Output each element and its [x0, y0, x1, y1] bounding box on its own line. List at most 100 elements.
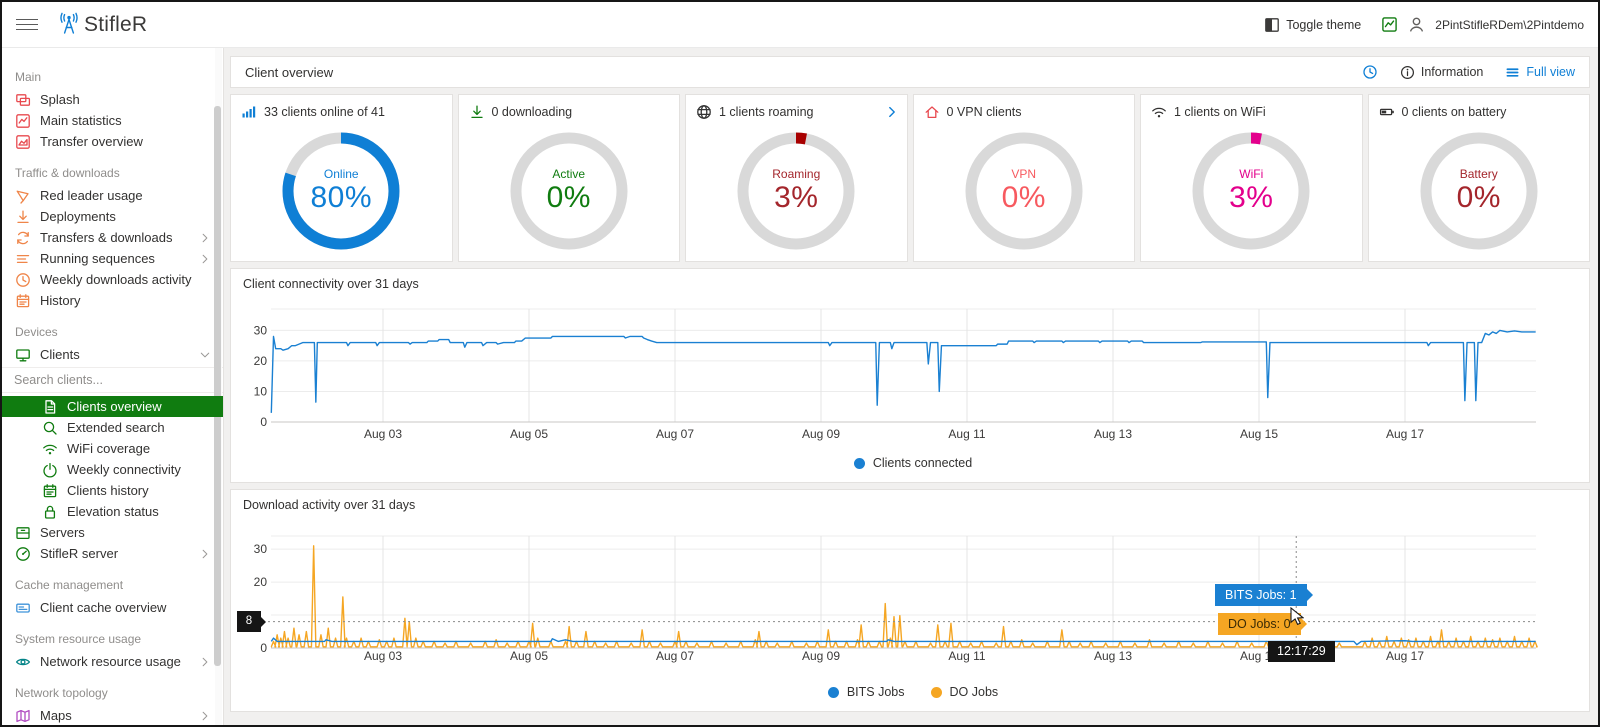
svg-text:Aug 13: Aug 13 — [1094, 427, 1132, 441]
connectivity-chart[interactable]: Aug 03 Aug 05 Aug 07 Aug 09 Aug 11 Aug 13 Aug … — [241, 297, 1585, 454]
sidebar-item-maps[interactable]: Maps — [2, 705, 223, 725]
donut-label: Active — [552, 167, 586, 181]
sidebar-item-extended-search[interactable]: Extended search — [2, 417, 223, 438]
stat-card-header: 33 clients online of 41 — [241, 104, 442, 120]
mouse-cursor — [1290, 606, 1305, 631]
sidebar-scrollbar[interactable] — [214, 48, 222, 725]
stat-card-roaming: 1 clients roaming Roaming 3% — [685, 94, 908, 262]
svg-text:Aug 17: Aug 17 — [1386, 427, 1424, 441]
svg-text:Aug 07: Aug 07 — [656, 649, 694, 663]
app-logo[interactable]: StifleR — [56, 12, 147, 38]
crosshair-time-badge: 12:17:29 — [1268, 641, 1335, 662]
donut-chart: VPN 0% — [958, 125, 1090, 257]
toggle-theme-label: Toggle theme — [1286, 17, 1362, 32]
wifi-icon — [42, 441, 58, 457]
stat-card-title: 0 VPN clients — [946, 105, 1022, 119]
sidebar-item-wifi-coverage[interactable]: WiFi coverage — [2, 438, 223, 459]
legend-item[interactable]: Clients connected — [853, 456, 973, 470]
kite-icon — [15, 188, 31, 204]
sidebar-item-weekly-downloads-activity[interactable]: Weekly downloads activity — [2, 269, 223, 290]
chevron-right-icon[interactable] — [885, 105, 899, 119]
svg-text:Aug 09: Aug 09 — [802, 649, 840, 663]
sidebar-item-client-cache-overview[interactable]: Client cache overview — [2, 597, 223, 618]
sidebar-item-history[interactable]: History — [2, 290, 223, 311]
calendar-icon — [15, 293, 31, 309]
sidebar-item-red-leader-usage[interactable]: Red leader usage — [2, 185, 223, 206]
full-view-button[interactable]: Full view — [1505, 65, 1575, 80]
sidebar-item-transfers-downloads[interactable]: Transfers & downloads — [2, 227, 223, 248]
search-clients-input[interactable] — [2, 373, 223, 387]
history-icon-button[interactable] — [1362, 64, 1378, 80]
stat-card-header: 0 clients on battery — [1379, 104, 1580, 120]
sidebar-item-main-statistics[interactable]: Main statistics — [2, 110, 223, 131]
theme-toggle-icon — [1264, 17, 1280, 33]
svg-text:30: 30 — [254, 323, 268, 337]
section-header-traffic-downloads: Traffic & downloads — [15, 166, 120, 180]
svg-text:Aug 09: Aug 09 — [802, 427, 840, 441]
svg-text:Aug 11: Aug 11 — [948, 427, 985, 441]
clock-icon — [15, 272, 31, 288]
sidebar-item-label: Elevation status — [67, 504, 159, 519]
sidebar-item-label: WiFi coverage — [67, 441, 151, 456]
donut-chart: Online 80% — [275, 125, 407, 257]
stat-cards-row: 33 clients online of 41 Online 80% 0 downlo… — [230, 94, 1590, 262]
section-header-network-topology: Network topology — [15, 686, 108, 700]
donut-percent-value: 0% — [1001, 181, 1046, 214]
sidebar-item-servers[interactable]: Servers — [2, 522, 223, 543]
toggle-theme-button[interactable]: Toggle theme — [1264, 17, 1361, 33]
sync-icon — [15, 230, 31, 246]
svg-text:Aug 03: Aug 03 — [364, 649, 402, 663]
sidebar-item-transfer-overview[interactable]: Transfer overview — [2, 131, 223, 152]
sidebar-item-clients[interactable]: Clients — [2, 344, 223, 365]
legend-label: DO Jobs — [949, 685, 999, 699]
donut-label: Online — [323, 167, 359, 181]
stat-card-active: 0 downloading Active 0% — [457, 94, 680, 262]
legend-item[interactable]: BITS Jobs — [827, 685, 905, 699]
connectivity-chart-legend: Clients connected — [241, 456, 1585, 470]
svg-text:Aug 03: Aug 03 — [364, 427, 402, 441]
stat-card-header: 1 clients roaming — [696, 104, 897, 120]
hamburger-menu-icon[interactable] — [16, 18, 38, 31]
calendar-icon — [42, 483, 58, 499]
donut-percent-value: 3% — [1229, 181, 1274, 214]
sidebar-item-splash[interactable]: Splash — [2, 89, 223, 110]
sidebar-item-deployments[interactable]: Deployments — [2, 206, 223, 227]
lock-icon — [42, 504, 58, 520]
chevron-right-icon — [199, 710, 211, 722]
sidebar-item-label: Client cache overview — [40, 600, 167, 615]
stat-card-title: 0 downloading — [491, 105, 573, 119]
donut-chart: Roaming 3% — [730, 125, 862, 257]
stat-card-header: 1 clients on WiFi — [1151, 104, 1352, 120]
sidebar-item-clients-history[interactable]: Clients history — [2, 480, 223, 501]
sidebar-item-label: Transfer overview — [40, 134, 143, 149]
power-icon — [42, 462, 58, 478]
transfer-icon — [15, 134, 31, 150]
svg-text:Aug 07: Aug 07 — [656, 427, 694, 441]
sidebar-item-label: Servers — [40, 525, 85, 540]
seq-icon — [15, 251, 31, 267]
sidebar-nav: Main Splash Main statistics Transfer overvi… — [2, 48, 224, 725]
sidebar-item-label: Network resource usage — [40, 654, 181, 669]
sidebar-item-label: Clients overview — [67, 399, 162, 414]
legend-item[interactable]: DO Jobs — [930, 685, 999, 699]
information-button[interactable]: Information — [1400, 65, 1483, 80]
sidebar-scrollbar-thumb[interactable] — [214, 106, 221, 666]
svg-text:30: 30 — [254, 542, 268, 556]
tooltip-bits-jobs: BITS Jobs: 1 — [1215, 584, 1313, 606]
downloads-chart[interactable]: Aug 03 Aug 05 Aug 07 Aug 09 Aug 11 Aug 13 Aug … — [237, 518, 1585, 683]
sidebar-item-elevation-status[interactable]: Elevation status — [2, 501, 223, 522]
sidebar-item-network-resource-usage[interactable]: Network resource usage — [2, 651, 223, 672]
sidebar-item-stifler-server[interactable]: StifleR server — [2, 543, 223, 564]
signal-icon — [241, 104, 257, 120]
connectivity-chart-title: Client connectivity over 31 days — [243, 277, 419, 291]
eye-icon — [15, 654, 31, 670]
sidebar-item-clients-overview[interactable]: Clients overview — [2, 396, 223, 417]
sidebar-item-weekly-connectivity[interactable]: Weekly connectivity — [2, 459, 223, 480]
legend-label: Clients connected — [872, 456, 973, 470]
connection-status-icon[interactable] — [1381, 16, 1398, 33]
search-icon — [42, 420, 58, 436]
stat-card-header: 0 downloading — [469, 104, 670, 120]
sidebar-item-running-sequences[interactable]: Running sequences — [2, 248, 223, 269]
user-icon[interactable] — [1408, 16, 1425, 33]
app-name: StifleR — [84, 12, 148, 36]
